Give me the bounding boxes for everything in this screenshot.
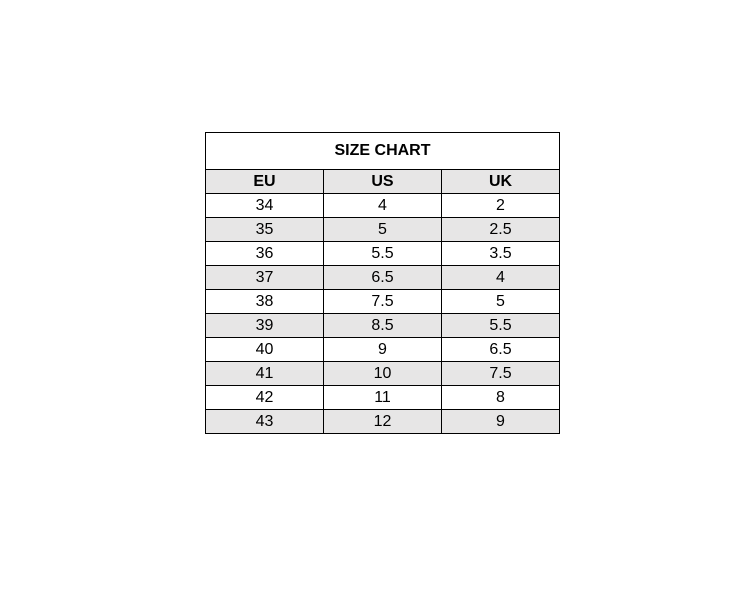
cell-us: 6.5 [323, 265, 442, 290]
cell-eu: 34 [205, 193, 324, 218]
cell-uk: 5.5 [441, 313, 560, 338]
column-header-us: US [323, 169, 442, 194]
cell-eu: 39 [205, 313, 324, 338]
table-row: 43 12 9 [205, 409, 560, 434]
column-header-eu: EU [205, 169, 324, 194]
cell-uk: 7.5 [441, 361, 560, 386]
cell-eu: 42 [205, 385, 324, 410]
table-row: 34 4 2 [205, 193, 560, 218]
table-row: 36 5.5 3.5 [205, 241, 560, 266]
cell-us: 11 [323, 385, 442, 410]
table-row: 37 6.5 4 [205, 265, 560, 290]
table-row: 39 8.5 5.5 [205, 313, 560, 338]
table-row: 35 5 2.5 [205, 217, 560, 242]
cell-uk: 2 [441, 193, 560, 218]
cell-eu: 35 [205, 217, 324, 242]
table-title: SIZE CHART [205, 132, 560, 170]
cell-eu: 37 [205, 265, 324, 290]
cell-uk: 4 [441, 265, 560, 290]
cell-uk: 3.5 [441, 241, 560, 266]
cell-uk: 2.5 [441, 217, 560, 242]
cell-eu: 40 [205, 337, 324, 362]
cell-uk: 9 [441, 409, 560, 434]
column-header-uk: UK [441, 169, 560, 194]
cell-eu: 43 [205, 409, 324, 434]
cell-us: 12 [323, 409, 442, 434]
cell-eu: 38 [205, 289, 324, 314]
cell-us: 4 [323, 193, 442, 218]
cell-uk: 6.5 [441, 337, 560, 362]
header-row: EU US UK [205, 169, 560, 194]
cell-uk: 8 [441, 385, 560, 410]
table-row: 38 7.5 5 [205, 289, 560, 314]
size-chart-table: SIZE CHART EU US UK 34 4 2 35 5 2.5 36 5.5 3.5 37… [205, 132, 560, 434]
table-row: 40 9 6.5 [205, 337, 560, 362]
cell-us: 9 [323, 337, 442, 362]
table-row: 41 10 7.5 [205, 361, 560, 386]
cell-us: 10 [323, 361, 442, 386]
cell-us: 5.5 [323, 241, 442, 266]
table-row: 42 11 8 [205, 385, 560, 410]
cell-uk: 5 [441, 289, 560, 314]
cell-eu: 36 [205, 241, 324, 266]
cell-eu: 41 [205, 361, 324, 386]
cell-us: 5 [323, 217, 442, 242]
cell-us: 7.5 [323, 289, 442, 314]
cell-us: 8.5 [323, 313, 442, 338]
